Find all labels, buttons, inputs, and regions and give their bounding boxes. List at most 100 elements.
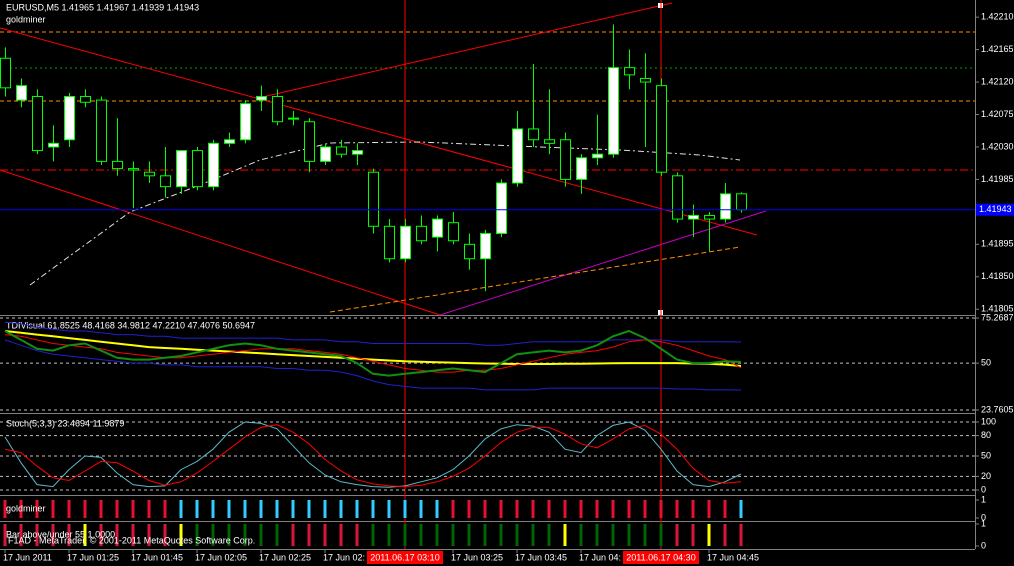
y-tick-label: 1.41985 xyxy=(981,174,1014,184)
x-tick-label: 17 Jun 04:45 xyxy=(707,552,759,562)
histogram-bar xyxy=(131,524,135,546)
histogram-bar xyxy=(35,524,39,546)
candle-body xyxy=(224,139,235,144)
candle-body xyxy=(288,117,299,120)
histogram-bar xyxy=(211,500,215,518)
x-tick-label: 17 Jun 02:05 xyxy=(195,552,247,562)
candle-body xyxy=(48,142,59,148)
trend-line xyxy=(329,246,741,313)
histogram-bar xyxy=(291,500,295,518)
histogram-bar xyxy=(51,524,55,546)
x-tick-label: 17 Jun 2011 xyxy=(3,552,52,562)
histogram-bar xyxy=(259,524,263,546)
histogram-bar xyxy=(67,524,71,546)
x-tick-label: 17 Jun 01:45 xyxy=(131,552,183,562)
x-tick-label: 17 Jun 02: xyxy=(323,552,365,562)
histogram-bar xyxy=(707,500,711,518)
histogram-bar xyxy=(595,500,599,518)
histogram-bar xyxy=(419,524,423,546)
histogram-bar xyxy=(51,500,55,518)
y-tick-label: 1.42165 xyxy=(981,44,1014,54)
histogram-bar xyxy=(531,524,535,546)
candle-body xyxy=(688,214,699,220)
y-tick-label: 20 xyxy=(981,471,991,481)
candle-body xyxy=(656,85,667,173)
y-tick-label: 0 xyxy=(981,540,986,550)
y-tick-label: 0 xyxy=(981,484,986,494)
histogram-bar xyxy=(115,500,119,518)
y-tick-label: 80 xyxy=(981,430,991,440)
histogram-bar xyxy=(243,500,247,518)
histogram-bar xyxy=(19,524,23,546)
y-tick-label: 1.41850 xyxy=(981,271,1014,281)
candle-body xyxy=(96,99,107,162)
histogram-bar xyxy=(163,524,167,546)
histogram-bar xyxy=(723,500,727,518)
histogram-bar xyxy=(483,524,487,546)
candle-body xyxy=(352,150,363,155)
histogram-bar xyxy=(323,524,327,546)
histogram-bar xyxy=(499,500,503,518)
histogram-bar xyxy=(275,524,279,546)
histogram-bar xyxy=(563,500,567,518)
histogram-bar xyxy=(435,524,439,546)
candle-body xyxy=(256,95,267,101)
histogram-bar xyxy=(3,524,7,546)
histogram-bar xyxy=(147,524,151,546)
histogram-bar xyxy=(195,524,199,546)
candle-body xyxy=(464,243,475,260)
histogram-bar xyxy=(339,524,343,546)
histogram-bar xyxy=(467,524,471,546)
candle-body xyxy=(496,182,507,235)
histogram-bar xyxy=(131,500,135,518)
histogram-bar xyxy=(195,500,199,518)
panel-frames xyxy=(0,0,976,550)
candle-body xyxy=(176,150,187,188)
candle-body xyxy=(576,157,587,180)
x-tick-label: 17 Jun 01:25 xyxy=(67,552,119,562)
histogram-bar xyxy=(723,524,727,546)
histogram-bar xyxy=(355,500,359,518)
y-tick-label: 1.41805 xyxy=(981,304,1014,314)
histogram-bar xyxy=(643,500,647,518)
histogram-bar xyxy=(291,524,295,546)
indicator-line xyxy=(4,334,742,373)
histogram-bar xyxy=(627,500,631,518)
histogram-bar xyxy=(387,524,391,546)
histogram-bar xyxy=(307,500,311,518)
y-tick-label: 1.42210 xyxy=(981,12,1014,22)
histogram-bar xyxy=(451,500,455,518)
candle-body xyxy=(432,218,443,238)
x-tick-label: 17 Jun 03:45 xyxy=(515,552,567,562)
histogram-bar xyxy=(403,524,407,546)
y-tick-label: 50 xyxy=(981,358,991,368)
candle-body xyxy=(208,142,219,188)
histogram-bar xyxy=(483,500,487,518)
indicator-line xyxy=(4,321,742,346)
candle-body xyxy=(320,146,331,162)
histogram-bar xyxy=(611,524,615,546)
histogram-bar xyxy=(259,500,263,518)
current-price-label: 1.41943 xyxy=(979,204,1012,214)
histogram-bar xyxy=(275,500,279,518)
indicator-line xyxy=(4,421,742,488)
histogram-bar xyxy=(371,500,375,518)
panel-title: Bar above/under 55 1.0000 xyxy=(6,529,115,539)
candle-body xyxy=(336,146,347,155)
histogram-bar xyxy=(99,500,103,518)
histogram-bar xyxy=(227,500,231,518)
histogram-bar xyxy=(515,500,519,518)
histogram-bar xyxy=(163,500,167,518)
histogram-bar xyxy=(739,524,743,546)
indicator-line xyxy=(4,329,742,377)
chart-subtitle: goldminer xyxy=(6,14,46,24)
candle-body xyxy=(32,95,43,152)
histogram-bar xyxy=(467,500,471,518)
candle-body xyxy=(368,171,379,227)
histogram-bar xyxy=(403,500,407,518)
candle-body xyxy=(16,85,27,101)
candle-body xyxy=(0,57,11,89)
histogram-bar xyxy=(451,524,455,546)
